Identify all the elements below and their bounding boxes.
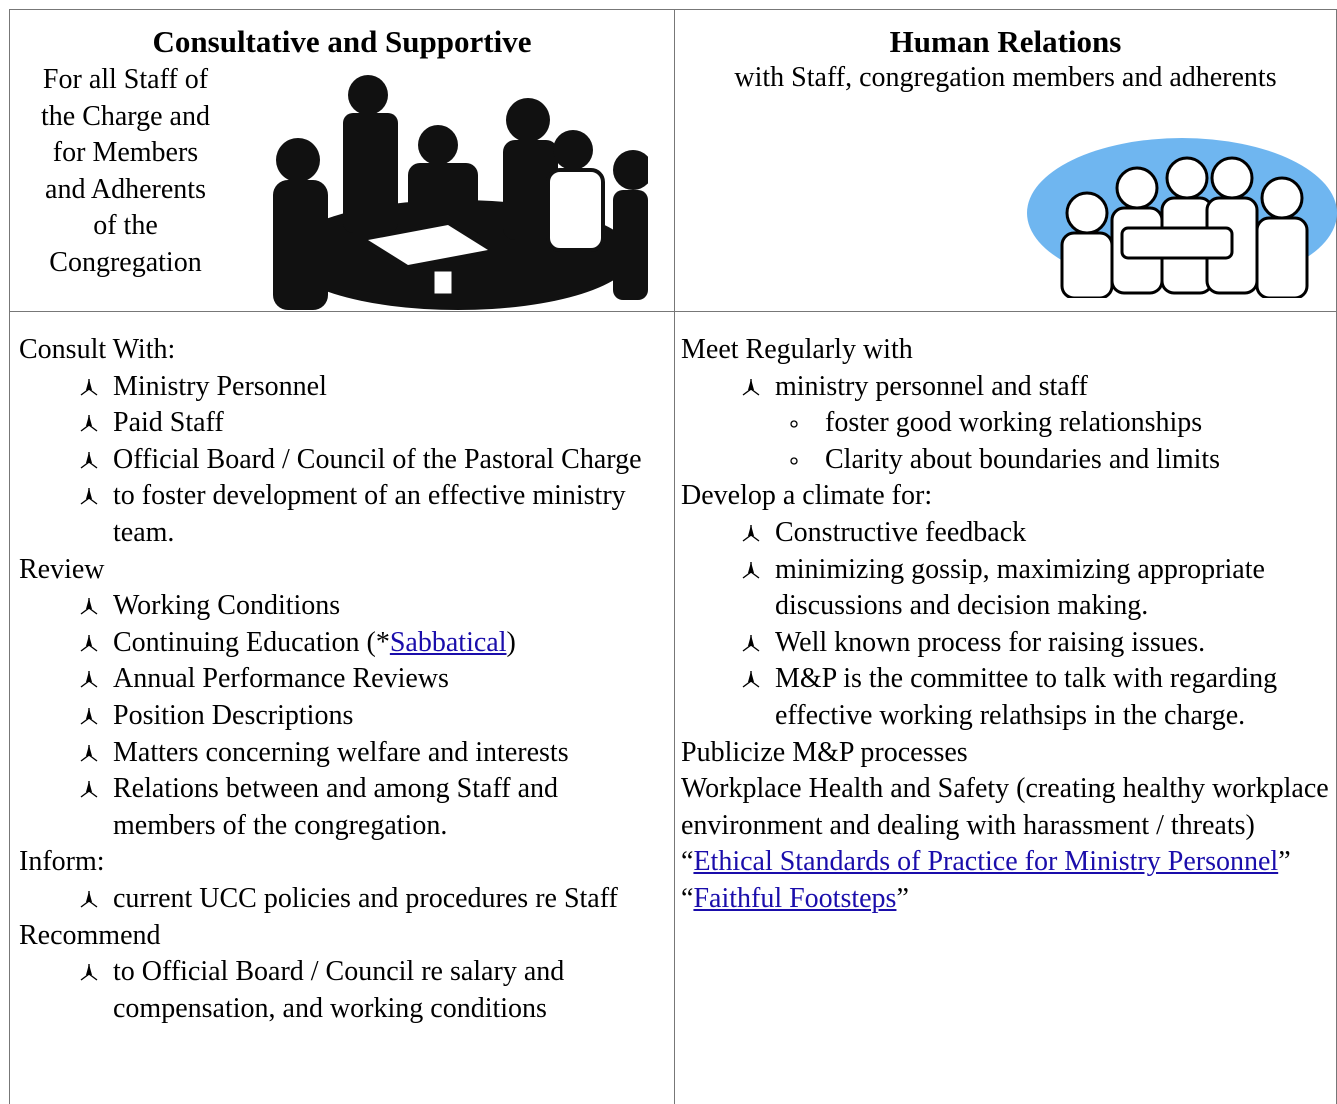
link[interactable]: Ethical Standards of Practice for Minist… bbox=[693, 846, 1279, 878]
quote: “ bbox=[681, 846, 694, 878]
list-item: current UCC policies and procedures re S… bbox=[80, 881, 674, 918]
bullet bbox=[80, 378, 98, 396]
bullet bbox=[80, 890, 98, 908]
cell-bottom-left: Consult With: Ministry Personnel Paid Staf… bbox=[9, 311, 675, 1104]
bullet bbox=[742, 671, 760, 688]
intro: with Staff, congregation members and adh… bbox=[675, 60, 1336, 97]
heading: Human Relations bbox=[889, 24, 1122, 59]
item-text: current UCC policies and procedures re S… bbox=[113, 882, 618, 914]
list-item: Official Board / Council of the Pastoral… bbox=[80, 442, 674, 479]
bullet bbox=[742, 378, 760, 396]
intro-line: the Charge and bbox=[41, 100, 210, 132]
list-item: Position Descriptions bbox=[80, 698, 674, 735]
list-item: Constructive feedback bbox=[742, 515, 1336, 552]
intro-line: for Members bbox=[52, 137, 199, 169]
item-text: Paid Staff bbox=[113, 407, 224, 439]
list-item: Continuing Education (*Sabbatical) bbox=[80, 625, 674, 662]
sub-bullet bbox=[790, 457, 798, 465]
intro-line: of the bbox=[93, 210, 158, 242]
section-label: Review bbox=[19, 553, 105, 585]
list-item: Relations between and among Staff and me… bbox=[80, 771, 674, 844]
intro-line: Congregation bbox=[49, 246, 202, 278]
sub-bullet bbox=[790, 420, 798, 428]
list-item: M&P is the committee to talk with regard… bbox=[742, 661, 1336, 734]
list-item: Annual Performance Reviews bbox=[80, 661, 674, 698]
intro-line: For all Staff of bbox=[42, 64, 209, 95]
intro-line: and Adherents bbox=[45, 173, 206, 205]
section-label: Develop a climate for: bbox=[681, 480, 933, 512]
item-text: M&P is the committee to talk with regard… bbox=[775, 663, 1278, 731]
section-label: Workplace Health and Safety (creating he… bbox=[681, 773, 1329, 841]
cell-bottom-right: Meet Regularly with ministry personnel an… bbox=[674, 311, 1337, 1104]
cell-top-right: Human Relations with Staff, congregation… bbox=[674, 9, 1337, 312]
intro-line: with Staff, congregation members and adh… bbox=[734, 62, 1277, 93]
bullet bbox=[80, 707, 98, 725]
bullet bbox=[80, 634, 98, 652]
list-item: Paid Staff bbox=[80, 405, 674, 442]
section-label: Inform: bbox=[19, 846, 105, 878]
bullet bbox=[80, 451, 98, 469]
item-text: Annual Performance Reviews bbox=[113, 663, 449, 695]
link-line: “Faithful Footsteps” bbox=[681, 881, 1336, 918]
sub-item: foster good working relationships bbox=[790, 405, 1336, 442]
link-line: “Ethical Standards of Practice for Minis… bbox=[681, 844, 1336, 881]
sub-item-text: foster good working relationships bbox=[825, 407, 1203, 439]
list-item: minimizing gossip, maximizing appropriat… bbox=[742, 552, 1336, 625]
list-item: Matters concerning welfare and interests bbox=[80, 735, 674, 772]
item-text: Relations between and among Staff and me… bbox=[113, 773, 559, 841]
bullet bbox=[80, 598, 98, 615]
list-item: to foster development of an effective mi… bbox=[80, 478, 674, 551]
bullet bbox=[742, 561, 760, 579]
item-text: Working Conditions bbox=[113, 590, 341, 622]
item-text: Well known process for raising issues. bbox=[775, 626, 1206, 658]
cell-top-left: Consultative and Supportive For all Staf… bbox=[9, 9, 675, 312]
intro: For all Staff of the Charge and for Member… bbox=[18, 62, 233, 282]
bullet bbox=[80, 964, 98, 981]
bullet bbox=[80, 781, 98, 798]
list-item: ministry personnel and staff bbox=[742, 369, 1336, 406]
bullet bbox=[80, 415, 98, 432]
item-text: Constructive feedback bbox=[775, 516, 1027, 548]
link[interactable]: Faithful Footsteps bbox=[693, 882, 897, 914]
item-text: minimizing gossip, maximizing appropriat… bbox=[775, 553, 1265, 622]
section-label: Consult With: bbox=[19, 334, 176, 365]
list-item: Working Conditions bbox=[80, 588, 674, 625]
meeting-clipart bbox=[273, 75, 648, 310]
item-text: Position Descriptions bbox=[113, 699, 354, 731]
section-label: Meet Regularly with bbox=[681, 334, 913, 365]
list-item: to Official Board / Council re salary an… bbox=[80, 954, 674, 1027]
item-text: to Official Board / Council re salary an… bbox=[113, 956, 565, 1024]
item-text: Continuing Education (* bbox=[113, 626, 390, 658]
bullet bbox=[80, 671, 98, 688]
bullet bbox=[80, 488, 98, 505]
section-label: Publicize M&P processes bbox=[681, 736, 968, 768]
item-text: ) bbox=[506, 626, 516, 658]
link[interactable]: Sabbatical bbox=[389, 626, 507, 658]
item-text: ministry personnel and staff bbox=[775, 370, 1088, 402]
quote: ” bbox=[1278, 846, 1291, 878]
item-text: Matters concerning welfare and interests bbox=[113, 736, 569, 768]
quote: “ bbox=[681, 882, 694, 914]
list-item: Well known process for raising issues. bbox=[742, 625, 1336, 662]
bullet bbox=[742, 634, 760, 652]
item-text: Official Board / Council of the Pastoral… bbox=[113, 443, 642, 475]
sub-item: Clarity about boundaries and limits bbox=[790, 442, 1336, 479]
bullet bbox=[80, 744, 98, 762]
team-clipart bbox=[1027, 138, 1337, 298]
quote: ” bbox=[896, 882, 909, 914]
bullet bbox=[742, 524, 760, 542]
sub-item-text: Clarity about boundaries and limits bbox=[825, 443, 1221, 475]
section-label: Recommend bbox=[19, 919, 161, 951]
heading: Consultative and Supportive bbox=[152, 24, 532, 59]
item-text: to foster development of an effective mi… bbox=[113, 480, 626, 548]
list-item: Ministry Personnel bbox=[80, 369, 674, 406]
item-text: Ministry Personnel bbox=[113, 370, 327, 402]
